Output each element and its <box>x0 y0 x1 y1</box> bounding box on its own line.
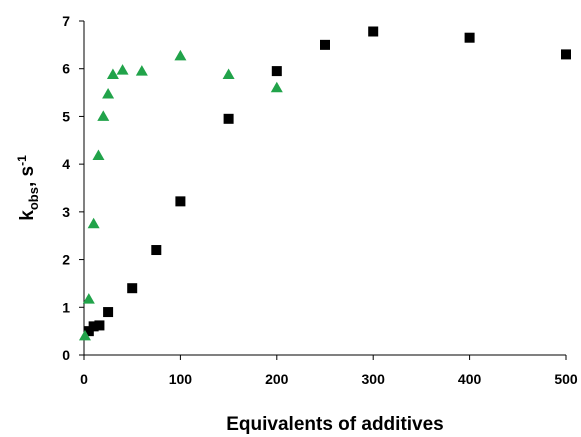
data-point-triangle <box>87 217 100 229</box>
plot-area: 0 1 2 3 4 5 6 7 0 100 200 300 400 500 <box>62 13 578 387</box>
x-tick-label: 0 <box>80 371 88 387</box>
y-tick-label: 1 <box>62 299 70 315</box>
data-point-triangle <box>97 110 110 121</box>
data-point-square <box>94 320 105 331</box>
data-point-square <box>561 49 571 60</box>
data-point-triangle <box>270 81 283 93</box>
x-tick-label: 300 <box>362 371 386 387</box>
data-point-triangle <box>135 65 148 76</box>
y-axis-title-mid: , s <box>17 166 38 187</box>
x-tick-label: 400 <box>458 371 482 387</box>
y-tick-label: 5 <box>62 108 70 124</box>
data-markers <box>78 26 571 341</box>
y-axis-title-subscript: obs <box>26 187 41 210</box>
y-tick-label: 6 <box>62 61 70 77</box>
data-point-square <box>151 245 162 256</box>
x-ticks: 0 100 200 300 400 500 <box>80 355 578 387</box>
y-tick-label: 2 <box>62 252 70 268</box>
data-point-triangle <box>174 49 187 61</box>
x-axis-title: Equivalents of additives <box>226 414 444 435</box>
data-point-triangle <box>92 149 105 161</box>
data-point-square <box>368 26 379 37</box>
y-axis-title-superscript: -1 <box>15 155 29 166</box>
data-point-square <box>88 321 99 332</box>
data-point-square <box>103 307 114 318</box>
y-axis-title-base: k <box>17 210 38 221</box>
data-point-triangle <box>78 329 91 341</box>
data-point-triangle <box>102 88 115 99</box>
data-point-triangle <box>222 68 235 79</box>
y-ticks: 0 1 2 3 4 5 6 7 <box>62 13 84 363</box>
data-point-square <box>223 113 234 124</box>
data-point-square <box>271 66 282 77</box>
data-point-square <box>464 32 475 43</box>
data-point-triangle <box>116 64 129 75</box>
data-point-square <box>320 39 330 50</box>
y-axis-title: kobs, s-1 <box>15 155 41 221</box>
x-tick-label: 100 <box>169 371 193 387</box>
data-point-square <box>127 283 138 294</box>
x-tick-label: 500 <box>554 371 578 387</box>
y-tick-label: 7 <box>62 13 70 29</box>
data-point-triangle <box>106 68 119 79</box>
y-tick-label: 3 <box>62 204 70 220</box>
data-point-square <box>175 196 186 207</box>
y-tick-label: 0 <box>62 347 70 363</box>
x-tick-label: 200 <box>265 371 289 387</box>
y-tick-label: 4 <box>62 156 70 172</box>
data-point-triangle <box>82 293 95 304</box>
